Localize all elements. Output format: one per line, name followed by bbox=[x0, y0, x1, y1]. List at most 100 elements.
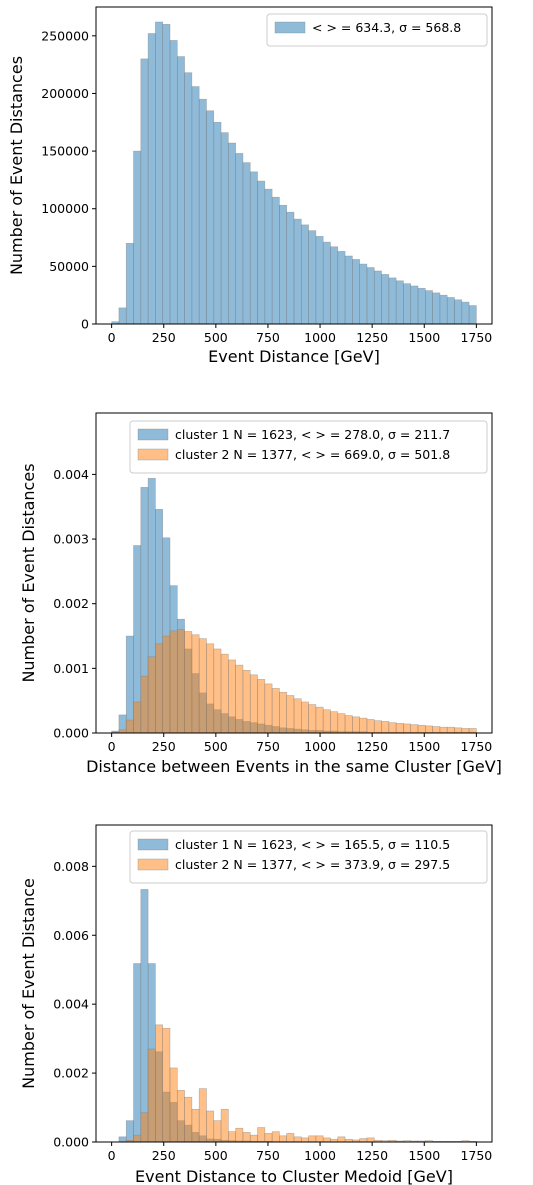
histogram-bar bbox=[220, 1108, 229, 1143]
x-tick-label: 250 bbox=[152, 739, 176, 754]
histogram-bar bbox=[184, 631, 193, 734]
histogram-bar bbox=[454, 727, 463, 734]
y-tick-label: 150000 bbox=[41, 144, 89, 159]
x-tick-label: 500 bbox=[204, 739, 228, 754]
histogram-bar bbox=[300, 701, 309, 734]
histogram-bar bbox=[279, 1135, 288, 1143]
x-tick-label: 1750 bbox=[460, 330, 492, 345]
histogram-bar bbox=[257, 679, 266, 734]
y-tick-label: 0.003 bbox=[53, 532, 89, 547]
histogram-bar bbox=[271, 688, 280, 734]
histogram-bar bbox=[162, 23, 171, 325]
x-tick-label: 1000 bbox=[304, 739, 336, 754]
y-tick-label: 100000 bbox=[41, 201, 89, 216]
x-tick-label: 500 bbox=[204, 1148, 228, 1163]
histogram-bar bbox=[213, 1120, 222, 1143]
histogram-bar bbox=[155, 1024, 163, 1143]
histogram-bar bbox=[147, 1048, 156, 1143]
histogram-bar bbox=[300, 1137, 309, 1143]
histogram-bar bbox=[176, 629, 185, 734]
histogram-bar bbox=[125, 635, 134, 734]
histogram-bar bbox=[198, 98, 207, 325]
histogram-bar bbox=[425, 725, 433, 734]
histogram-bar bbox=[228, 142, 236, 325]
x-tick-label: 1750 bbox=[460, 739, 492, 754]
y-tick-label: 0.001 bbox=[53, 661, 89, 676]
chart-panel-1: 0 250 500 750 1000 1250 1500 1750 0 50000 100000 15… bbox=[7, 6, 493, 366]
histogram-bar bbox=[286, 1133, 295, 1143]
y-tick-label: 0.000 bbox=[53, 1135, 89, 1150]
legend-swatch bbox=[137, 448, 169, 461]
legend-box bbox=[129, 830, 488, 884]
histogram-bar bbox=[133, 1134, 142, 1143]
histogram-bar bbox=[286, 211, 295, 325]
histogram-bar bbox=[425, 290, 433, 325]
x-axis-label: Event Distance [GeV] bbox=[208, 347, 380, 366]
histogram-bar bbox=[315, 236, 324, 325]
legend-swatch bbox=[137, 428, 169, 441]
histogram-bar bbox=[206, 1110, 215, 1143]
histogram-bar bbox=[140, 1112, 149, 1143]
y-tick-label: 0.004 bbox=[53, 467, 89, 482]
histogram-bar bbox=[198, 638, 207, 734]
histogram-bar bbox=[191, 634, 200, 734]
histogram-bar bbox=[300, 224, 309, 325]
histogram-bar bbox=[249, 171, 258, 325]
histogram-bar bbox=[352, 259, 360, 325]
histogram-bar bbox=[176, 1090, 185, 1143]
histogram-bar bbox=[140, 889, 149, 1143]
histogram-bar bbox=[228, 1131, 236, 1143]
histogram-bar bbox=[330, 711, 339, 734]
axes-frame bbox=[95, 6, 493, 325]
histogram-bar bbox=[293, 1136, 302, 1143]
histogram-bar bbox=[140, 58, 149, 325]
histogram-bar bbox=[417, 287, 426, 325]
x-tick-label: 1500 bbox=[408, 330, 440, 345]
histogram-bar bbox=[118, 307, 127, 325]
histogram-bar bbox=[220, 132, 229, 325]
histogram-bar bbox=[344, 715, 353, 734]
x-axis-label: Distance between Events in the same Clus… bbox=[86, 757, 502, 776]
histogram-bar bbox=[439, 726, 448, 734]
x-tick-label: 750 bbox=[256, 330, 280, 345]
histogram-bar bbox=[220, 653, 229, 734]
histogram-bar bbox=[366, 1137, 375, 1143]
x-tick-label: 750 bbox=[256, 1148, 280, 1163]
histogram-bar bbox=[147, 33, 156, 325]
histogram-bar bbox=[191, 1108, 200, 1143]
histogram-bar bbox=[468, 305, 477, 325]
histogram-bar bbox=[155, 21, 163, 325]
histogram-bar bbox=[322, 709, 331, 734]
y-tick-label: 0.002 bbox=[53, 1066, 89, 1081]
histogram-bar bbox=[176, 56, 185, 325]
histogram-bar bbox=[337, 251, 346, 325]
histogram-bar bbox=[206, 643, 215, 734]
histogram-bar bbox=[461, 301, 470, 325]
histogram-bar bbox=[395, 280, 404, 325]
histogram-bar bbox=[279, 204, 288, 325]
histogram-bar bbox=[228, 659, 236, 734]
histogram-bar bbox=[206, 110, 215, 325]
legend-entry: cluster 1 N = 1623, < > = 278.0, σ = 211… bbox=[175, 427, 450, 442]
histogram-bar bbox=[125, 1120, 134, 1143]
histogram-bar bbox=[337, 1136, 346, 1143]
y-axis-label: Number of Event Distance bbox=[19, 878, 38, 1089]
x-tick-label: 250 bbox=[152, 330, 176, 345]
histogram-bar bbox=[133, 963, 142, 1143]
histogram-bar bbox=[249, 674, 258, 734]
legend-box bbox=[266, 13, 488, 47]
histogram-bar bbox=[446, 726, 455, 734]
histogram-bar bbox=[198, 1088, 207, 1143]
histogram-bar bbox=[257, 1127, 266, 1143]
histogram-bar bbox=[395, 723, 404, 734]
legend-entry: cluster 2 N = 1377, < > = 373.9, σ = 297… bbox=[175, 857, 450, 872]
y-tick-label: 50000 bbox=[49, 259, 89, 274]
x-tick-label: 750 bbox=[256, 739, 280, 754]
histogram-bar bbox=[315, 706, 324, 734]
histogram-bar bbox=[235, 664, 244, 734]
histogram-bar bbox=[410, 724, 419, 734]
histogram-bar bbox=[366, 719, 375, 734]
histogram-bar bbox=[184, 72, 193, 325]
histogram-bar bbox=[315, 1135, 324, 1143]
x-tick-label: 1250 bbox=[356, 330, 388, 345]
